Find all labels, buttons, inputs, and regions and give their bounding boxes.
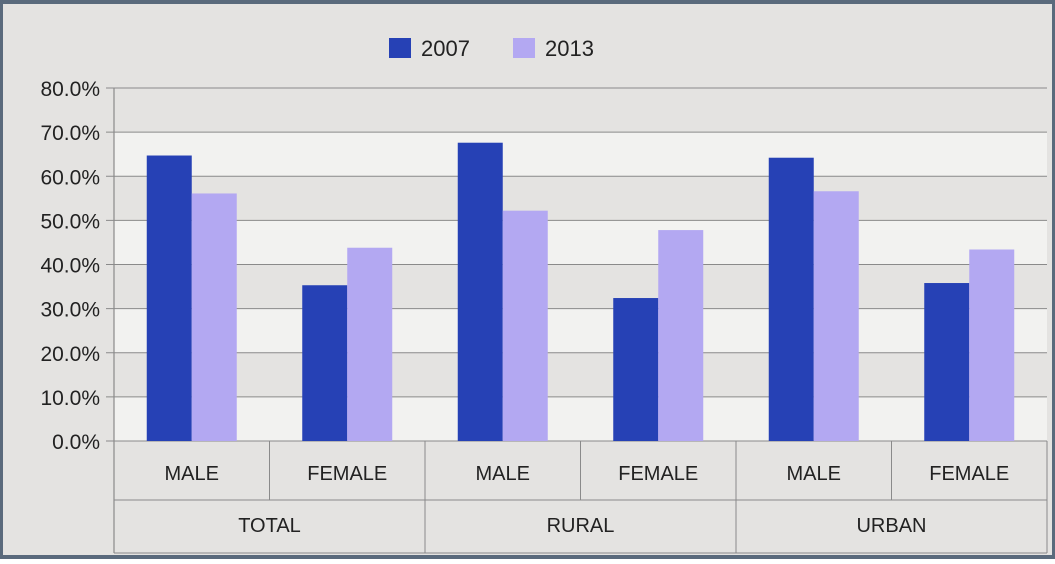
y-tick-label: 70.0% xyxy=(40,122,100,145)
grid-band xyxy=(114,220,1047,265)
group-label: TOTAL xyxy=(238,515,301,537)
y-tick-label: 80.0% xyxy=(40,78,100,101)
bar-2013-female-2 xyxy=(347,247,393,441)
category-label: FEMALE xyxy=(618,463,698,485)
category-label: FEMALE xyxy=(307,463,387,485)
category-label: FEMALE xyxy=(929,463,1009,485)
bar-2013-female-4 xyxy=(658,230,704,441)
group-label: URBAN xyxy=(856,515,926,537)
bar-2007-female-4 xyxy=(613,298,659,441)
bar-2013-male-5 xyxy=(813,191,859,441)
y-tick-label: 0.0% xyxy=(52,431,100,454)
y-tick-label: 30.0% xyxy=(40,299,100,322)
bar-2013-female-6 xyxy=(969,249,1015,441)
bar-2013-male-3 xyxy=(502,210,548,441)
bar-2013-male-1 xyxy=(191,193,237,441)
bottom-border xyxy=(0,555,1055,559)
category-label: MALE xyxy=(476,463,530,485)
y-tick-label: 10.0% xyxy=(40,387,100,410)
bar-2007-female-6 xyxy=(924,283,970,441)
legend-label-2013: 2013 xyxy=(545,36,594,61)
legend-swatch-2013 xyxy=(513,38,535,58)
category-label: MALE xyxy=(787,463,841,485)
grid-band xyxy=(114,308,1047,353)
y-tick-label: 60.0% xyxy=(40,166,100,189)
y-tick-label: 50.0% xyxy=(40,210,100,233)
bar-2007-male-1 xyxy=(146,155,192,442)
legend-label-2007: 2007 xyxy=(421,36,470,61)
top-border xyxy=(0,0,1055,4)
grid-band xyxy=(114,132,1047,177)
grid-band xyxy=(114,396,1047,441)
bar-2007-male-5 xyxy=(768,157,814,441)
bar-2007-male-3 xyxy=(457,142,503,441)
right-border xyxy=(1052,0,1055,559)
group-label: RURAL xyxy=(547,515,615,537)
left-border xyxy=(0,0,3,559)
y-tick-label: 20.0% xyxy=(40,343,100,366)
bar-2007-female-2 xyxy=(302,285,348,441)
legend-swatch-2007 xyxy=(389,38,411,58)
y-tick-label: 40.0% xyxy=(40,255,100,278)
category-label: MALE xyxy=(165,463,219,485)
